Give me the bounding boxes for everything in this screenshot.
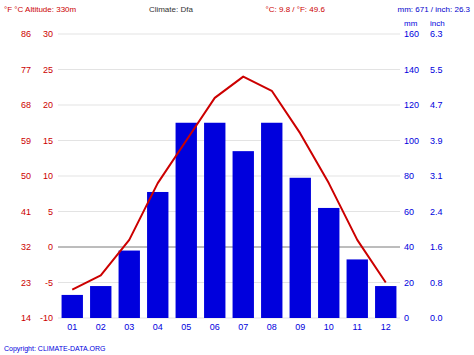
grid-line (58, 176, 400, 177)
precipitation-bar (375, 286, 396, 318)
y4-tick-label: 0.0 (430, 313, 443, 323)
y2-tick-label: 60 (404, 207, 414, 217)
y4-tick-label: 1.6 (430, 242, 443, 252)
grid-line (58, 211, 400, 212)
y-tick-label: 25 (43, 65, 53, 75)
y-tick-label: 30 (43, 29, 53, 39)
y2-tick-label: 0 (404, 313, 409, 323)
y4-tick-label: 4.7 (430, 100, 443, 110)
y3-tick-label: 23 (21, 278, 31, 288)
y4-tick-label: 6.3 (430, 29, 443, 39)
x-tick-label: 02 (96, 322, 106, 332)
precipitation-bar (290, 178, 311, 318)
precipitation-bar (233, 151, 254, 318)
precipitation-bar (62, 295, 83, 318)
plot-area (62, 77, 397, 318)
x-tick-label: 10 (324, 322, 334, 332)
y3-tick-label: 59 (21, 136, 31, 146)
x-tick-label: 07 (238, 322, 248, 332)
zero-line (58, 247, 400, 248)
x-axis: 01 02 03 04 05 06 07 08 09 10 11 12 (67, 322, 391, 332)
x-tick-label: 01 (67, 322, 77, 332)
y3-tick-label: 86 (21, 29, 31, 39)
y-axis-celsius: 30 25 20 15 10 5 0 -5 -10 (40, 29, 53, 323)
y-tick-label: 10 (43, 171, 53, 181)
precipitation-bar (90, 286, 111, 318)
y2-tick-label: 160 (404, 29, 419, 39)
precipitation-bar (204, 123, 225, 318)
y-tick-label: 20 (43, 100, 53, 110)
y4-tick-label: 3.1 (430, 171, 443, 181)
temperature-line (72, 77, 386, 290)
y4-tick-label: 0.8 (430, 278, 443, 288)
y2-tick-label: 140 (404, 65, 419, 75)
y-tick-label: -5 (45, 278, 53, 288)
header-text: °F °C Altitude: 330m (4, 5, 77, 14)
y3-tick-label: 68 (21, 100, 31, 110)
y3-tick-label: 32 (21, 242, 31, 252)
y-axis-inch: 6.3 5.5 4.7 3.9 3.1 2.4 1.6 0.8 0.0 (430, 29, 443, 323)
y3-tick-label: 50 (21, 171, 31, 181)
grid-line (58, 140, 400, 141)
y-axis-mm: 160 140 120 100 80 60 40 20 0 (404, 29, 419, 323)
x-tick-label: 04 (153, 322, 163, 332)
precipitation-bar (147, 192, 168, 318)
y4-tick-label: 2.4 (430, 207, 443, 217)
x-tick-label: 11 (353, 322, 362, 332)
precipitation-bar (261, 123, 282, 318)
caption: Copyright: CLIMATE-DATA.ORG (4, 345, 106, 353)
precipitation-bar (119, 251, 140, 318)
grid-line (58, 105, 400, 106)
y4-label: inch (430, 19, 445, 28)
y2-tick-label: 80 (404, 171, 414, 181)
x-tick-label: 12 (381, 322, 391, 332)
x-tick-label: 08 (267, 322, 277, 332)
y2-label: mm (404, 19, 418, 28)
x-tick-label: 05 (181, 322, 191, 332)
y4-tick-label: 3.9 (430, 136, 443, 146)
y-axis-fahrenheit: 86 77 68 59 50 41 32 23 14 (21, 29, 31, 323)
grid-line (58, 247, 400, 248)
header-text: mm: 671 / inch: 26.3 (398, 5, 471, 14)
header-text: Climate: Dfa (149, 5, 194, 14)
grid-line (58, 34, 400, 35)
y-tick-label: 15 (43, 136, 53, 146)
x-tick-label: 09 (295, 322, 305, 332)
grid (58, 34, 400, 318)
y-tick-label: 5 (48, 207, 53, 217)
y4-tick-label: 5.5 (430, 65, 443, 75)
y2-tick-label: 20 (404, 278, 414, 288)
y3-tick-label: 14 (21, 313, 31, 323)
y-tick-label: 0 (48, 242, 53, 252)
header: °F °C Altitude: 330m Climate: Dfa °C: 9.8 … (4, 5, 471, 14)
precipitation-bar (318, 208, 339, 318)
y2-tick-label: 100 (404, 136, 419, 146)
x-tick-label: 03 (124, 322, 134, 332)
x-tick-label: 06 (210, 322, 220, 332)
chart: 010203040506070809101112302520151050-5-1… (0, 0, 474, 355)
y3-tick-label: 41 (21, 207, 31, 217)
precipitation-bar (347, 259, 368, 318)
grid-line (58, 69, 400, 70)
y-tick-label: -10 (40, 313, 53, 323)
y3-tick-label: 77 (21, 65, 31, 75)
y2-tick-label: 40 (404, 242, 414, 252)
header-text: °C: 9.8 / °F: 49.6 (266, 5, 326, 14)
y2-tick-label: 120 (404, 100, 419, 110)
